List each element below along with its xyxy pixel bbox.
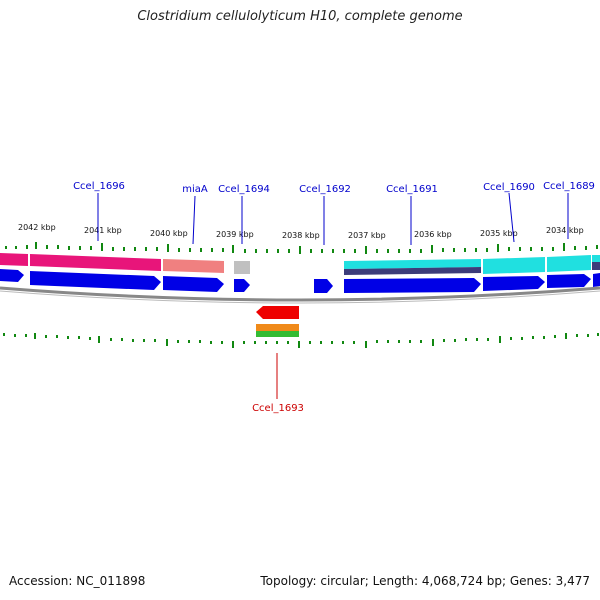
cds-arrow[interactable] xyxy=(163,276,224,292)
topology-text: Topology: circular; Length: 4,068,724 bp… xyxy=(260,574,590,588)
gene-label[interactable]: Ccel_1694 xyxy=(218,184,270,195)
cds-arrow[interactable] xyxy=(0,269,24,282)
genome-title: Clostridium cellulolyticum H10, complete… xyxy=(137,9,463,24)
leader-line xyxy=(508,192,515,243)
cog-segment xyxy=(592,262,600,270)
cog-segment xyxy=(234,261,250,274)
cds-arrow[interactable] xyxy=(344,278,481,293)
kbp-label: 2035 kbp xyxy=(480,229,518,238)
cog-segment xyxy=(344,259,481,269)
cog-segment xyxy=(547,255,591,272)
kbp-label: 2037 kbp xyxy=(348,231,386,240)
cds-arrow[interactable] xyxy=(314,279,333,293)
cog-band xyxy=(0,253,600,275)
leader-line xyxy=(192,195,196,245)
gene-label[interactable]: Ccel_1693 xyxy=(252,403,304,414)
kbp-label: 2036 kbp xyxy=(414,230,452,239)
gene-label[interactable]: Ccel_1689 xyxy=(543,181,595,192)
cog-segment xyxy=(0,253,28,266)
gene-label[interactable]: Ccel_1690 xyxy=(483,182,535,193)
cog-segment xyxy=(163,259,224,273)
gene-label[interactable]: Ccel_1692 xyxy=(299,184,351,195)
kbp-label: 2042 kbp xyxy=(18,223,56,232)
kbp-label: 2039 kbp xyxy=(216,230,254,239)
kbp-label: 2038 kbp xyxy=(282,231,320,240)
cog-segment xyxy=(344,267,481,275)
outer-tick-row xyxy=(5,242,598,254)
cog-segment-reverse xyxy=(256,331,299,337)
cds-arrow[interactable] xyxy=(547,274,591,288)
accession-text: Accession: NC_011898 xyxy=(9,574,146,588)
kbp-label: 2041 kbp xyxy=(84,226,122,235)
forward-cds-track xyxy=(0,269,600,293)
cog-segment xyxy=(30,254,161,271)
reverse-cds-track xyxy=(256,306,299,337)
cds-arrow[interactable] xyxy=(234,279,250,292)
inner-tick-row xyxy=(3,333,599,348)
gene-label[interactable]: Ccel_1696 xyxy=(73,181,125,192)
cds-arrow[interactable] xyxy=(30,271,161,290)
cog-segment xyxy=(483,257,545,274)
kbp-label: 2034 kbp xyxy=(546,226,584,235)
cds-arrow[interactable] xyxy=(483,276,545,291)
kbp-label: 2040 kbp xyxy=(150,229,188,238)
label-leaders xyxy=(97,192,569,399)
cog-segment xyxy=(592,255,600,262)
cog-segment-reverse xyxy=(256,324,299,331)
cds-arrow[interactable] xyxy=(593,273,600,287)
backbone-shadow xyxy=(0,290,600,304)
gene-label[interactable]: miaA xyxy=(182,184,208,195)
kbp-scale: 2042 kbp 2041 kbp 2040 kbp 2039 kbp 2038… xyxy=(18,223,584,240)
gene-label[interactable]: Ccel_1691 xyxy=(386,184,438,195)
gene-labels: Ccel_1696 miaA Ccel_1694 Ccel_1692 Ccel_… xyxy=(73,181,595,414)
cds-arrow-reverse[interactable] xyxy=(256,306,299,319)
genome-backbone xyxy=(0,286,600,302)
